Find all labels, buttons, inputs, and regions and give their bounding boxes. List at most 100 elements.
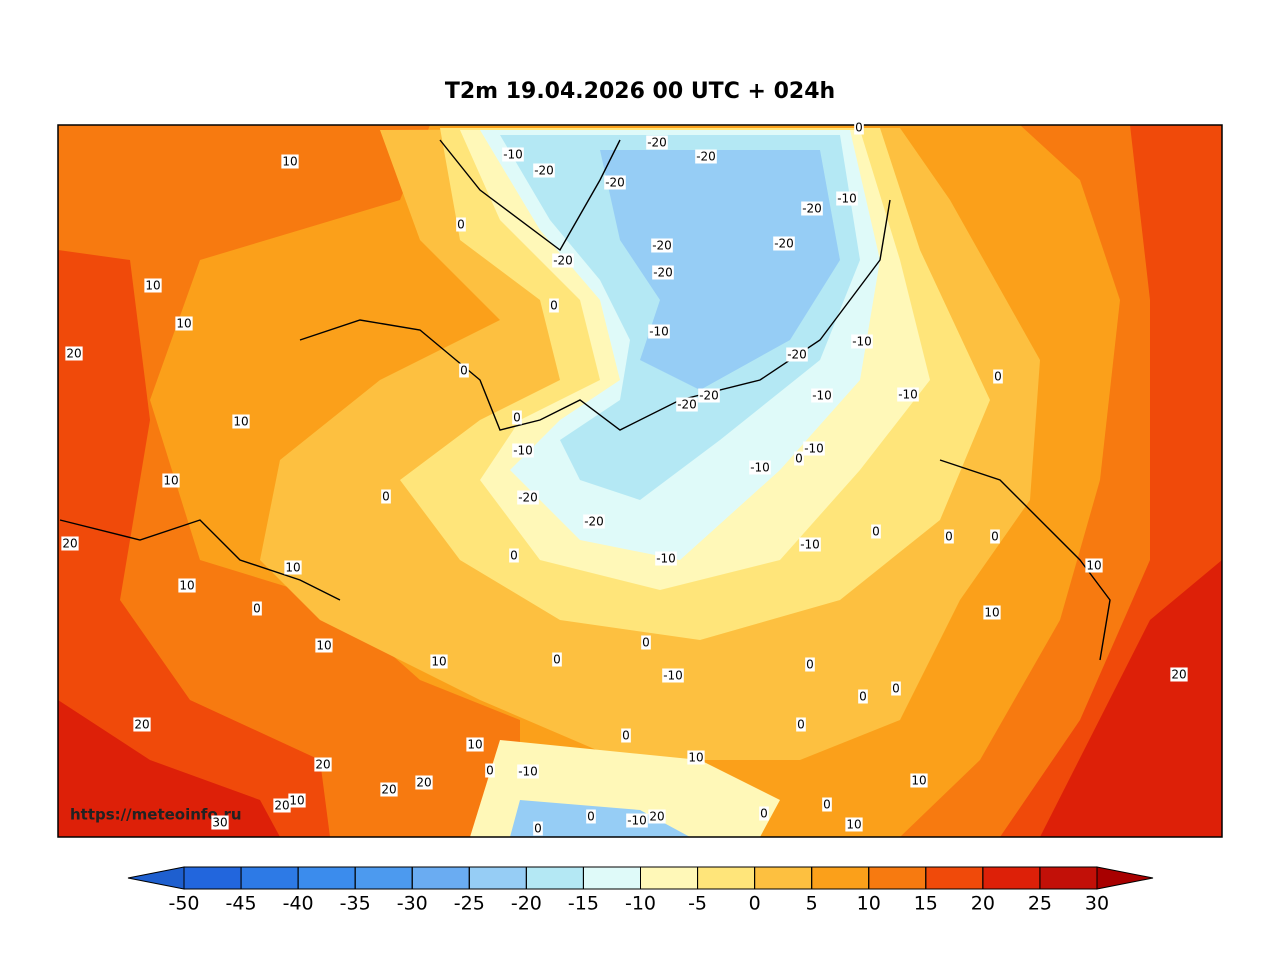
contour-label: -20	[787, 348, 807, 362]
contour-label-bg	[983, 605, 1001, 620]
contour-label-bg	[655, 551, 677, 566]
contour-label-bg	[65, 346, 83, 361]
contour-label: 30	[212, 816, 227, 830]
contour-label: 20	[134, 718, 149, 732]
contour-label-bg	[381, 489, 391, 504]
contour-label-bg	[1085, 558, 1103, 573]
contour-label-bg	[910, 773, 928, 788]
contour-label: 10	[467, 738, 482, 752]
contour-label-bg	[803, 441, 825, 456]
contour-label: 0	[994, 370, 1002, 384]
contour-label: 0	[534, 822, 542, 836]
contour-label-bg	[509, 548, 519, 563]
contour-label: -20	[584, 515, 604, 529]
contour-label: 20	[1171, 668, 1186, 682]
contour-label: 0	[991, 530, 999, 544]
contour-label-bg	[626, 813, 648, 828]
contour-label-bg	[786, 347, 808, 362]
contour-label-bg	[759, 806, 769, 821]
contour-label: -20	[802, 202, 822, 216]
colorbar-tick-label: -30	[397, 893, 428, 915]
contour-label: 0	[510, 549, 518, 563]
contour-label-bg	[695, 149, 717, 164]
contour-label: -20	[534, 164, 554, 178]
contour-label: 20	[381, 783, 396, 797]
contour-label: 20	[649, 810, 664, 824]
contour-label-bg	[533, 821, 543, 836]
contour-label: 0	[945, 530, 953, 544]
contour-label: 10	[163, 474, 178, 488]
contour-label-bg	[648, 324, 670, 339]
contour-label-bg	[144, 278, 162, 293]
contour-label: 0	[823, 798, 831, 812]
contour-label: 0	[486, 764, 494, 778]
contour-label-bg	[805, 657, 815, 672]
contour-label-bg	[232, 414, 250, 429]
color-swatch	[1039, 866, 1098, 890]
colorbar-tick-label: -15	[568, 893, 599, 915]
contour-label-bg	[281, 154, 299, 169]
color-swatch	[925, 866, 984, 890]
color-swatch	[468, 866, 527, 890]
contour-label-bg	[175, 316, 193, 331]
contour-label-bg	[854, 120, 864, 135]
contour-label-bg	[1170, 667, 1188, 682]
contour-label: 10	[285, 561, 300, 575]
contour-label: -10	[800, 538, 820, 552]
contour-label-bg	[822, 797, 832, 812]
contour-label-bg	[811, 388, 833, 403]
colorbar-under	[127, 866, 185, 890]
contour-label-bg	[512, 410, 522, 425]
colorbar-tick-label: 25	[1028, 893, 1052, 915]
contour-label: -20	[553, 254, 573, 268]
contour-label-bg	[796, 717, 806, 732]
contour-label-bg	[836, 191, 858, 206]
contour-label-bg	[252, 601, 262, 616]
contour-label: 0	[587, 810, 595, 824]
contour-label-bg	[456, 217, 466, 232]
contour-labels: 10 -10 -20 -20 -20 -20 0 -20 -10 0 -20 -20 -20 -20 10 0…	[61, 120, 1188, 836]
contour-label: -10	[750, 461, 770, 475]
contour-label-bg	[380, 782, 398, 797]
contour-label-bg	[533, 163, 555, 178]
contour-label: 0	[550, 299, 558, 313]
contour-label-bg	[178, 578, 196, 593]
colorbar-over	[1096, 866, 1154, 890]
contour-label-bg	[288, 793, 306, 808]
contour-label: 20	[416, 776, 431, 790]
contour-label-bg	[552, 253, 574, 268]
contour-label: 10	[846, 818, 861, 832]
contour-label: -10	[898, 388, 918, 402]
contour-label: 10	[176, 317, 191, 331]
colorbar-tick-label: 5	[806, 893, 818, 915]
contour-label: 0	[642, 636, 650, 650]
color-swatch	[811, 866, 870, 890]
contour-label: -20	[653, 266, 673, 280]
contour-label-bg	[897, 387, 919, 402]
contour-label-bg	[749, 460, 771, 475]
contour-label-bg	[676, 397, 698, 412]
contour-label: -20	[647, 136, 667, 150]
contour-label-bg	[284, 560, 302, 575]
contour-label: 0	[797, 718, 805, 732]
color-swatch	[411, 866, 470, 890]
contour-label: 0	[892, 682, 900, 696]
contour-label-bg	[586, 809, 596, 824]
contour-label-bg	[211, 815, 229, 830]
contour-label: -20	[699, 389, 719, 403]
contour-label-bg	[662, 668, 684, 683]
contour-label: 0	[859, 690, 867, 704]
temperature-field	[58, 125, 1222, 837]
contour-label-bg	[993, 369, 1003, 384]
contour-label-bg	[652, 265, 674, 280]
contour-label-bg	[485, 763, 495, 778]
contour-label-bg	[845, 817, 863, 832]
contour-label-bg	[517, 490, 539, 505]
contour-label: -20	[605, 176, 625, 190]
contour-label: 20	[274, 799, 289, 813]
contour-label-bg	[799, 537, 821, 552]
watermark: https://meteoinfo.ru	[70, 806, 242, 824]
contour-label-bg	[466, 737, 484, 752]
color-swatch	[525, 866, 584, 890]
contour-label-bg	[273, 798, 291, 813]
